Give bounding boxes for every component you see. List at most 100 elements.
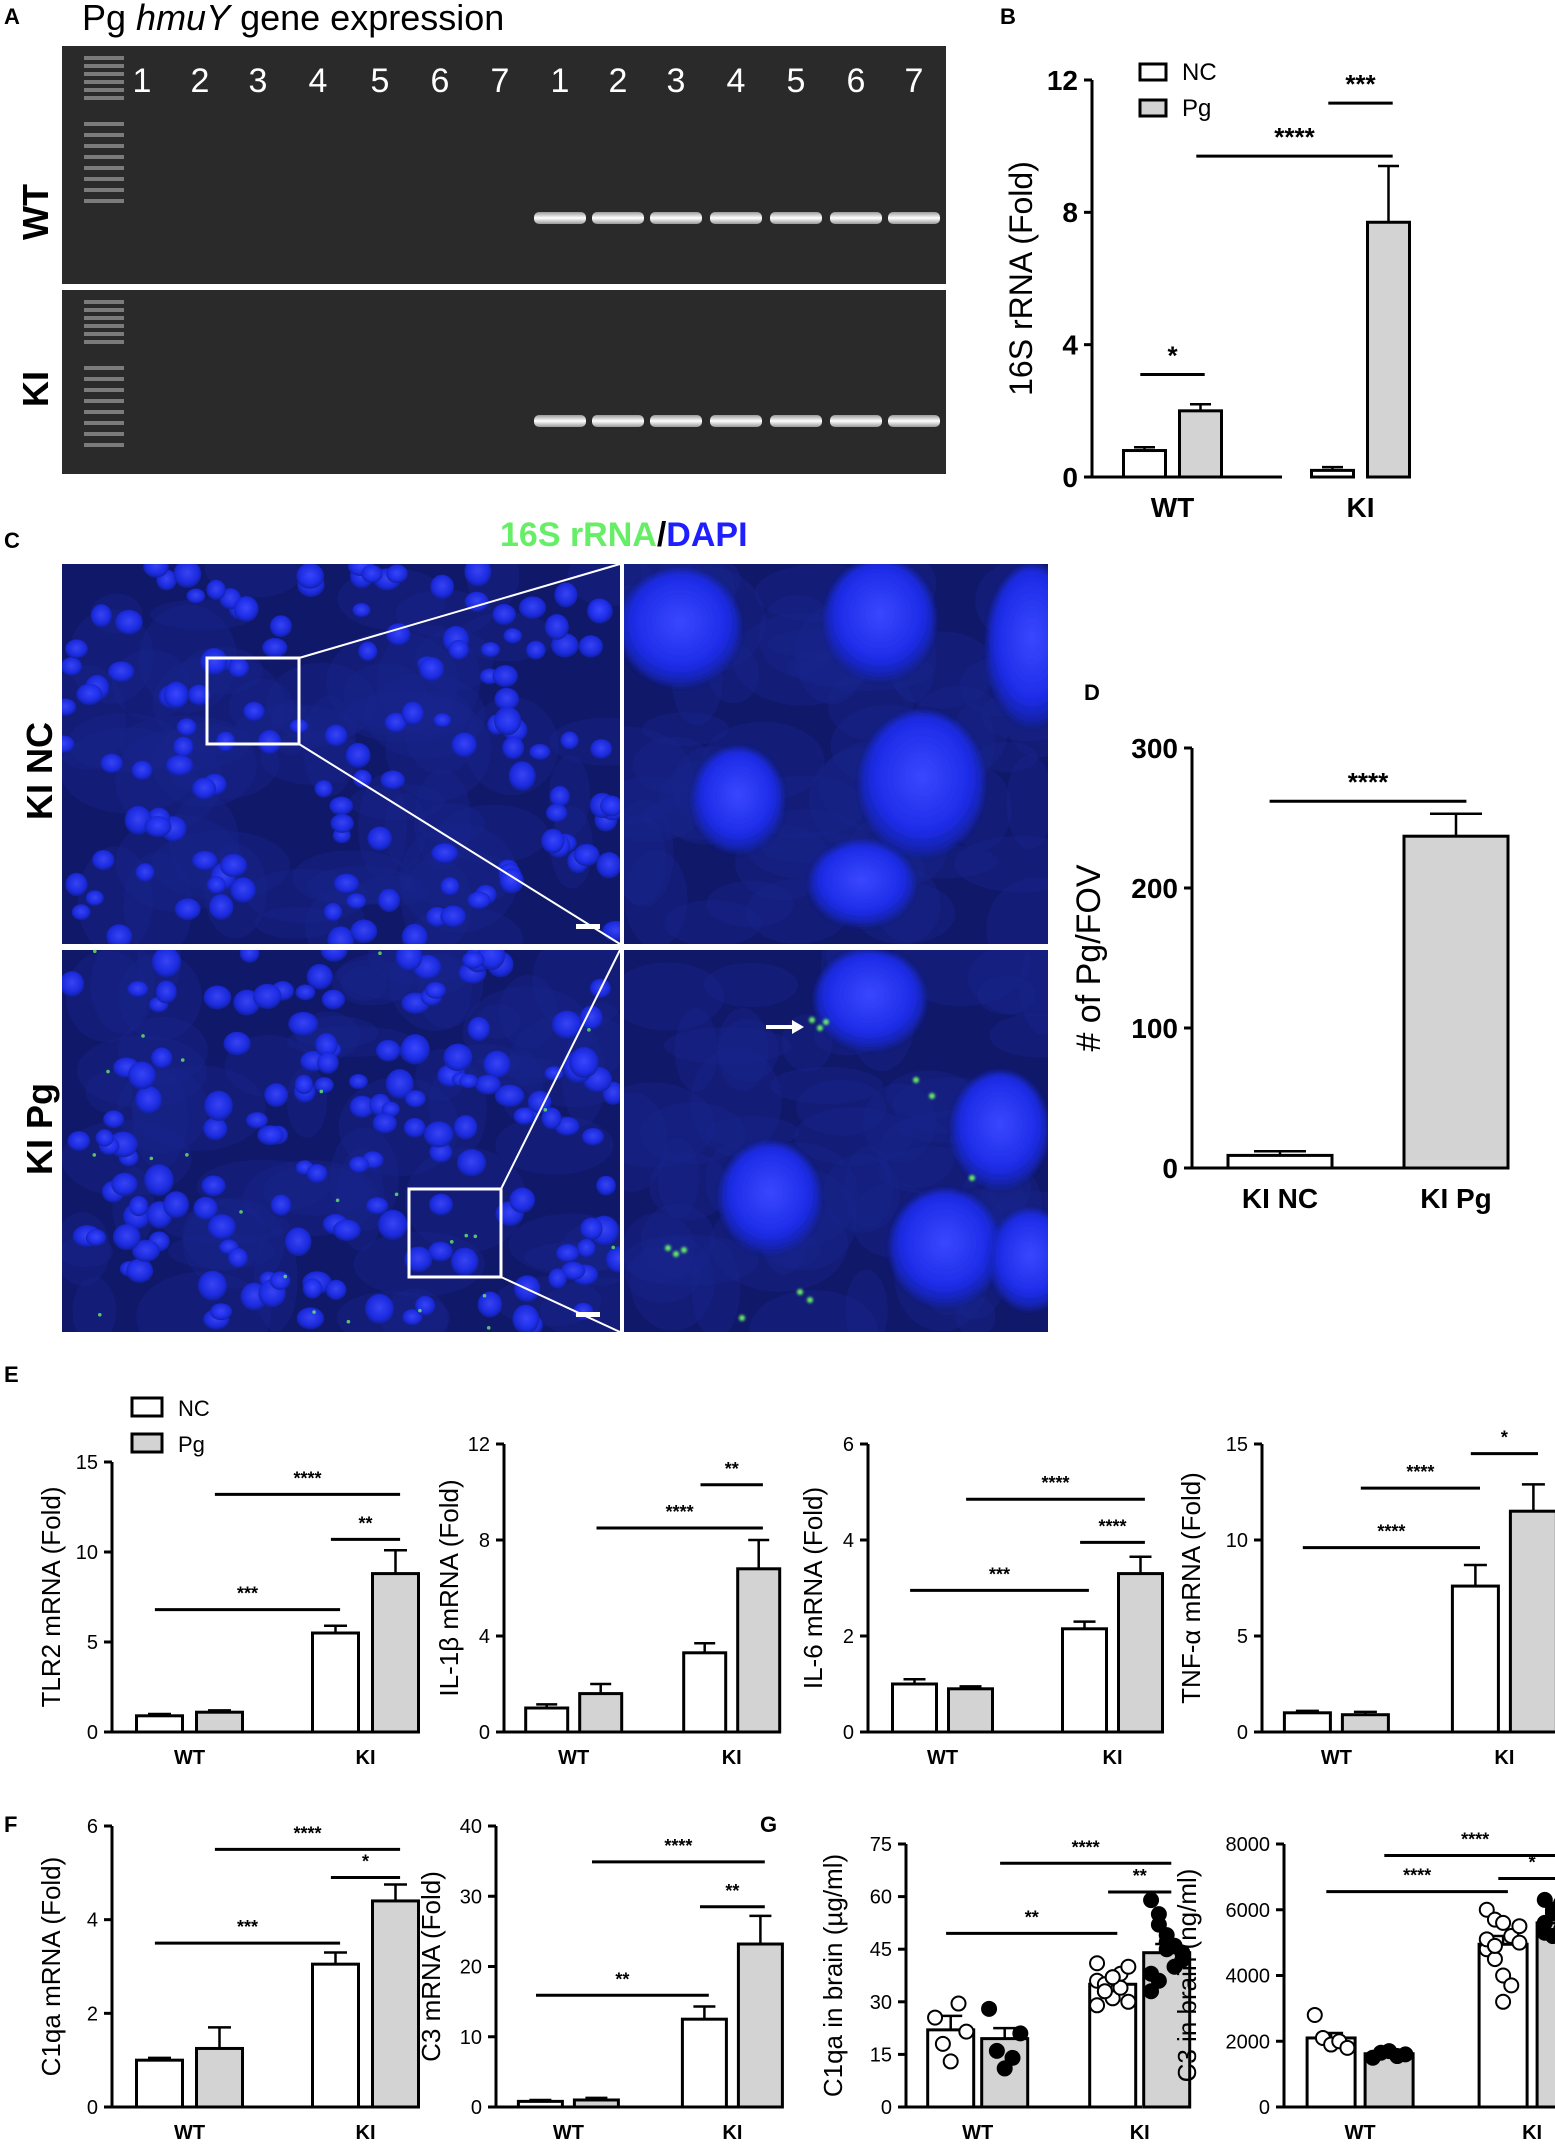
bar — [1340, 1713, 1390, 1734]
tissue-texture — [1006, 754, 1048, 850]
nucleus — [377, 1209, 408, 1241]
tissue-texture — [624, 799, 674, 907]
green-punctum — [335, 1198, 340, 1203]
significance-label: * — [1529, 1853, 1536, 1873]
bar — [891, 1682, 938, 1734]
tissue-texture — [632, 736, 715, 795]
bar — [947, 1687, 994, 1734]
tissue-texture — [398, 823, 519, 933]
nucleus — [262, 638, 288, 658]
nucleus — [525, 640, 546, 660]
nucleus-zoom — [990, 1210, 1048, 1310]
lane-number: 4 — [727, 62, 746, 100]
y-axis-label: TNF-α mRNA (Fold) — [1176, 1472, 1206, 1704]
nucleus — [257, 1125, 284, 1146]
ladder-band — [84, 88, 124, 92]
nucleus — [483, 1050, 511, 1079]
data-point — [1306, 2006, 1323, 2023]
y-tick-label: 5 — [1237, 1626, 1248, 1648]
tissue-texture — [717, 1019, 779, 1082]
nucleus-zoom — [825, 564, 935, 680]
x-category-label: KI — [356, 2122, 376, 2144]
nucleus — [132, 1239, 160, 1262]
nucleus — [330, 813, 354, 833]
nucleus — [555, 1244, 580, 1263]
data-point — [1174, 1951, 1191, 1968]
ladder-band — [84, 177, 124, 181]
nucleus — [220, 853, 248, 878]
green-punctum — [141, 1034, 145, 1038]
nucleus — [467, 891, 491, 910]
nucleus — [294, 1074, 314, 1095]
nucleus — [605, 1246, 622, 1273]
nucleus — [325, 1279, 347, 1300]
micrograph-field — [624, 950, 1048, 1332]
tissue-texture — [90, 950, 155, 1034]
y-tick-label: 30 — [460, 1886, 482, 1908]
data-point — [927, 2009, 944, 2026]
lane-number: 7 — [491, 62, 510, 100]
nucleus — [239, 950, 260, 963]
micro-title-blue: DAPI — [666, 516, 747, 554]
significance-label: **** — [293, 1468, 321, 1488]
green-punctum — [913, 1077, 919, 1083]
ladder-band — [84, 340, 124, 344]
green-punctum — [283, 1274, 288, 1279]
ladder-band — [84, 366, 124, 370]
tissue-texture — [630, 1234, 715, 1331]
tissue-texture — [758, 594, 838, 677]
lane-number: 5 — [787, 62, 806, 100]
significance-label: **** — [1406, 1462, 1434, 1482]
nucleus — [461, 951, 485, 969]
data-point — [1536, 1914, 1553, 1931]
nucleus — [245, 1112, 268, 1129]
green-punctum — [149, 1156, 154, 1161]
micro-row-ki-pg: KI Pg — [19, 1083, 60, 1175]
gel-title-prefix: Pg — [82, 0, 136, 38]
nucleus — [400, 1034, 430, 1065]
green-punctum — [929, 1093, 935, 1099]
nucleus — [62, 698, 77, 716]
y-axis-label: IL-1β mRNA (Fold) — [434, 1479, 464, 1696]
micro-title-sep: / — [657, 516, 667, 554]
tissue-texture — [624, 1234, 759, 1287]
x-category-label: KI — [1103, 1747, 1123, 1769]
nucleus — [428, 1193, 454, 1216]
data-point — [1112, 1979, 1129, 1996]
bar — [524, 1706, 570, 1734]
gel-band — [830, 212, 882, 224]
nucleus — [380, 770, 406, 790]
data-point — [1104, 1969, 1121, 1986]
nucleus — [352, 769, 372, 788]
bar — [1117, 1572, 1164, 1734]
significance-label: ** — [1133, 1866, 1147, 1886]
significance-label: *** — [989, 1564, 1010, 1584]
tissue-texture — [674, 1008, 718, 1093]
y-axis-label: # of Pg/FOV — [1070, 864, 1108, 1051]
nucleus — [100, 753, 123, 774]
nucleus — [423, 1121, 454, 1148]
x-category-label: KI — [1522, 2122, 1542, 2144]
tissue-texture — [704, 1116, 800, 1148]
nucleus-zoom — [693, 748, 783, 852]
significance-label: **** — [1098, 1516, 1126, 1536]
nucleus — [596, 1175, 616, 1196]
nucleus — [187, 684, 211, 706]
nucleus — [492, 665, 518, 688]
nucleus — [191, 850, 218, 871]
data-point — [1004, 2049, 1021, 2066]
y-tick-label: 0 — [843, 1722, 854, 1744]
bar — [1226, 1153, 1334, 1170]
tissue-texture — [625, 1247, 701, 1303]
nucleus — [349, 1095, 375, 1119]
lane-number: 5 — [371, 62, 390, 100]
nucleus — [587, 598, 612, 624]
nucleus — [204, 1090, 233, 1121]
ladder-band — [84, 80, 124, 84]
nucleus — [215, 731, 236, 752]
nucleus — [329, 796, 354, 816]
significance-label: * — [362, 1852, 369, 1872]
data-point — [1158, 1941, 1175, 1958]
